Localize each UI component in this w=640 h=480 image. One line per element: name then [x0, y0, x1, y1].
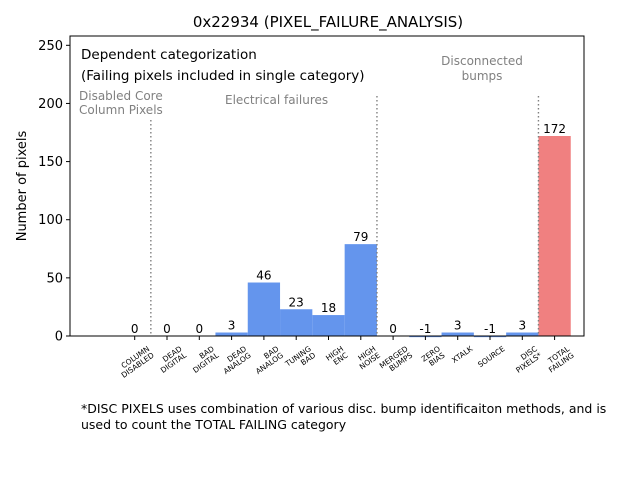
- data-label: 3: [228, 319, 236, 333]
- bars-layer: [215, 136, 571, 338]
- data-label: 23: [289, 295, 304, 309]
- data-label: 3: [518, 319, 526, 333]
- x-tick-label-line: XTALK: [450, 344, 475, 365]
- x-tick-label: TUNINGBAD: [283, 344, 318, 375]
- bar: [441, 332, 474, 336]
- data-label: 46: [256, 269, 271, 283]
- bar: [215, 332, 248, 336]
- data-label: 18: [321, 301, 336, 315]
- x-tick-label: DISCPIXELS*: [510, 344, 544, 375]
- x-tick-label: HIGHNOISE: [353, 344, 382, 371]
- x-axis: COLUMNDISABLED DEADDIGITAL BADDIGITAL DEADA…: [115, 336, 576, 380]
- y-tick-label: 150: [38, 155, 63, 170]
- x-tick-label: SOURCE: [476, 344, 507, 369]
- annotation-disconnected-1: Disconnected: [441, 54, 523, 68]
- x-tick-label: MERGEDBUMPS: [378, 344, 415, 377]
- data-label: 0: [389, 322, 397, 336]
- x-tick-label: ZEROBIAS: [420, 344, 447, 370]
- x-tick-label: DEADDIGITAL: [154, 344, 188, 375]
- heading-line-2: (Failing pixels included in single categ…: [81, 68, 365, 84]
- x-tick-label: TOTALFAILING: [542, 344, 576, 375]
- data-labels-layer: 0 0 0 3 46 23 18 79 0 -1 3 -1 3 172: [131, 122, 566, 336]
- separators-layer: [150, 96, 540, 336]
- x-tick-label: DEADANALOG: [217, 344, 253, 376]
- data-label: 0: [163, 322, 171, 336]
- x-tick-label: COLUMNDISABLED: [115, 344, 156, 380]
- bar: [506, 332, 539, 336]
- data-label: 79: [353, 230, 368, 244]
- y-tick-label: 100: [38, 213, 63, 228]
- y-tick-label: 0: [55, 330, 63, 345]
- y-tick-label: 250: [38, 39, 63, 54]
- y-tick-label: 50: [46, 271, 63, 286]
- plot-frame: [69, 35, 585, 337]
- data-label: 0: [195, 322, 203, 336]
- bar: [280, 309, 313, 336]
- data-label: 172: [543, 122, 566, 136]
- x-tick-label: BADDIGITAL: [187, 344, 221, 375]
- data-label: 0: [131, 322, 139, 336]
- annotation-electrical: Electrical failures: [225, 93, 328, 107]
- bar: [247, 282, 281, 336]
- y-axis-label: Number of pixels: [15, 130, 30, 241]
- bar: [312, 315, 345, 336]
- chart-title: 0x22934 (PIXEL_FAILURE_ANALYSIS): [193, 13, 463, 32]
- bar: [538, 136, 571, 336]
- data-label: -1: [484, 322, 496, 336]
- annotation-disconnected-2: bumps: [462, 69, 503, 83]
- heading-line-1: Dependent categorization: [81, 47, 257, 63]
- bar: [344, 244, 377, 336]
- x-tick-label: BADANALOG: [250, 344, 286, 376]
- data-label: -1: [419, 322, 431, 336]
- annotation-disabled-core-2: Column Pixels: [79, 103, 163, 117]
- y-axis: 0 50 100 150 200 250: [38, 39, 70, 345]
- annotation-disabled-core-1: Disabled Core: [79, 89, 163, 103]
- x-tick-label: XTALK: [450, 344, 475, 365]
- footnote: *DISC PIXELS uses combination of various…: [81, 401, 607, 432]
- x-tick-label: HIGHENC: [324, 344, 349, 369]
- data-label: 3: [454, 319, 462, 333]
- x-tick-label-line: SOURCE: [476, 344, 507, 369]
- y-tick-label: 200: [38, 97, 63, 112]
